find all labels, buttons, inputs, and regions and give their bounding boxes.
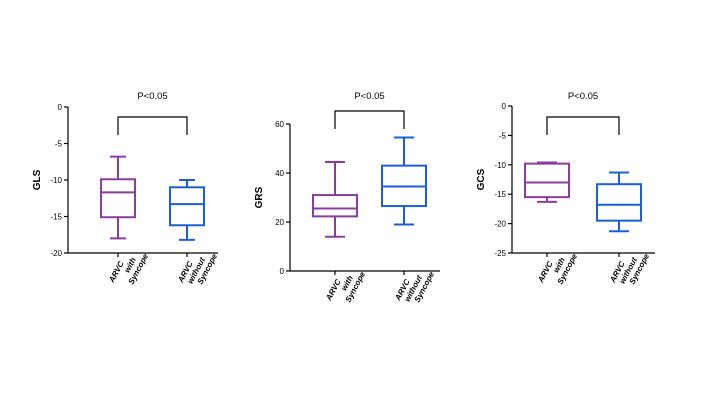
- significance-label: P<0.05: [568, 91, 598, 102]
- chart-panel-gls: 0 -5 -10 -15 -20 GLS ARVCwithSyncope ARVCwithou…: [32, 91, 220, 293]
- y-tick-label: -15: [50, 213, 62, 222]
- y-tick-label: 60: [275, 120, 284, 129]
- x-category-label-line: ARVC: [536, 260, 555, 285]
- box-plot-without-syncope: [596, 171, 642, 233]
- significance-bracket: [117, 116, 188, 135]
- y-tick-label: 0: [58, 103, 63, 112]
- box-plot-without-syncope: [381, 136, 427, 226]
- significance-label: P<0.05: [354, 91, 384, 102]
- y-tick-label: -5: [499, 131, 507, 140]
- significance-bracket: [546, 116, 620, 135]
- y-tick-label: -15: [494, 190, 506, 199]
- box-plot-with-syncope: [100, 155, 136, 240]
- significance-bracket: [334, 110, 405, 129]
- y-tick-label: 20: [275, 218, 284, 227]
- x-category-label: ARVCwithoutSyncope: [393, 261, 437, 311]
- y-tick-label: 0: [280, 267, 285, 276]
- x-category-label: ARVCwithSyncope: [324, 261, 368, 311]
- x-category-label: ARVCwithoutSyncope: [176, 243, 220, 293]
- y-tick-label: -25: [494, 249, 506, 258]
- x-category-label-line: ARVC: [107, 260, 126, 285]
- y-tick-label: -20: [494, 220, 506, 229]
- box-iqr: [169, 186, 205, 227]
- chart-panel-gcs: 0 -5 -10 -15 -20 -25 GCS ARVCwithSyncope ARVCwit…: [476, 91, 655, 293]
- box-plot-with-syncope: [524, 161, 570, 203]
- box-iqr: [524, 162, 570, 199]
- x-category-label: ARVCwithSyncope: [107, 243, 151, 293]
- box-iqr: [312, 194, 358, 218]
- y-axis-label: GCS: [476, 168, 487, 190]
- y-tick-label: -20: [50, 249, 62, 258]
- y-axis-label: GLS: [32, 169, 43, 190]
- y-tick-label: -10: [50, 176, 62, 185]
- significance-label: P<0.05: [137, 91, 167, 102]
- x-category-label-line: ARVC: [324, 278, 343, 303]
- y-tick-label: -10: [494, 161, 506, 170]
- y-axis-label: GRS: [254, 186, 265, 208]
- y-tick-label: 40: [275, 169, 284, 178]
- y-tick-label: -5: [55, 140, 63, 149]
- chart-panel-grs: 60 40 20 0 GRS ARVCwithSyncope ARVCwithoutSync…: [254, 91, 440, 311]
- box-iqr: [596, 183, 642, 222]
- y-tick-label: 0: [502, 102, 507, 111]
- box-iqr: [100, 178, 136, 219]
- box-plot-without-syncope: [169, 179, 205, 241]
- x-category-label: ARVCwithSyncope: [536, 243, 580, 293]
- box-plot-with-syncope: [312, 160, 358, 238]
- x-category-label: ARVCwithoutSyncope: [608, 243, 652, 293]
